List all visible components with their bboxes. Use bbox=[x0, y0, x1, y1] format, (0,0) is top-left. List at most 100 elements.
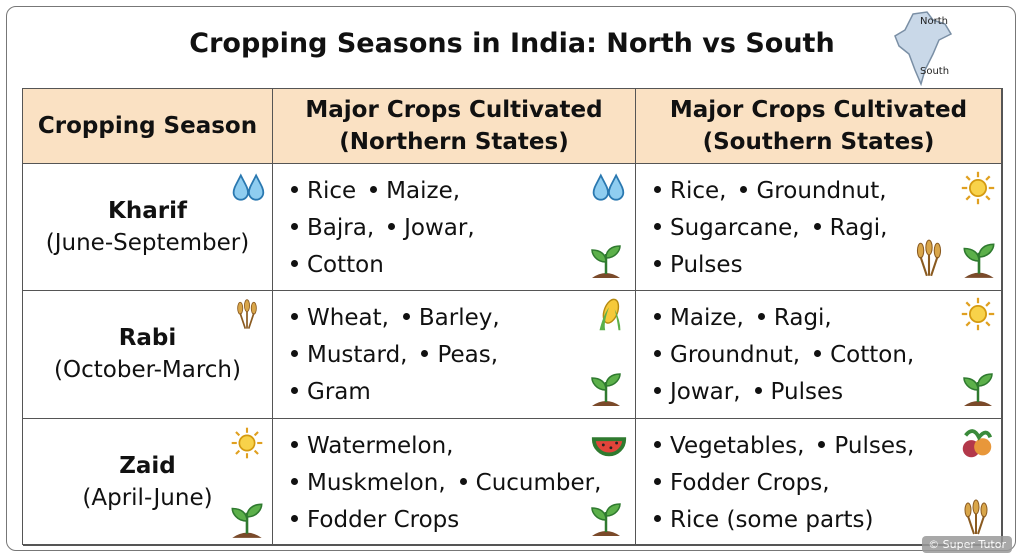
crop-item: Groundnut, bbox=[654, 340, 800, 370]
crop-item: Mustard, bbox=[291, 340, 407, 370]
crop-item: Bajra, bbox=[291, 213, 374, 243]
bullet bbox=[654, 260, 661, 267]
bullet bbox=[654, 440, 661, 448]
bullet bbox=[421, 350, 429, 358]
crop-item: Cucumber, bbox=[459, 468, 602, 498]
bullet bbox=[459, 477, 467, 485]
crop-item: Rice bbox=[291, 176, 356, 206]
crop-line: Fodder Crops bbox=[291, 505, 473, 535]
bullet bbox=[291, 387, 298, 395]
season-cell: Rabi (October-March) bbox=[23, 291, 273, 419]
crop-cell: Watermelon, Muskmelon, Cucumber, Fodder Cro… bbox=[273, 418, 636, 546]
crop-name: Cotton bbox=[307, 252, 384, 278]
bullet bbox=[291, 350, 298, 358]
crop-item: Pulses bbox=[654, 250, 743, 280]
crop-cell: Rice, Groundnut, Sugarcane, Ragi, Pulses bbox=[636, 164, 1002, 292]
crop-item: Peas, bbox=[421, 340, 498, 370]
crop-name: Cucumber, bbox=[475, 469, 602, 496]
crop-line: Mustard, Peas, bbox=[291, 340, 512, 370]
crop-item: Jowar, bbox=[654, 377, 741, 407]
bullet bbox=[740, 186, 748, 193]
crop-item: Rice, bbox=[654, 176, 726, 206]
crop-name: Rice bbox=[307, 178, 357, 204]
bullet bbox=[813, 223, 821, 230]
crop-name: Pulses, bbox=[834, 432, 915, 459]
header-text: Major Crops Cultivated (Southern States) bbox=[669, 97, 968, 155]
crop-item: Cotton, bbox=[814, 340, 914, 370]
crop-item: Maize, bbox=[370, 176, 460, 206]
bullet bbox=[291, 514, 298, 522]
crop-line: Watermelon, bbox=[291, 431, 468, 461]
crop-name: Groundnut, bbox=[670, 342, 801, 369]
bullet bbox=[291, 260, 298, 267]
crop-line: Vegetables, Pulses, bbox=[654, 431, 928, 461]
crop-name: Rice (some parts) bbox=[670, 506, 874, 533]
crop-item: Ragi, bbox=[813, 213, 888, 243]
crop-line: Maize, Ragi, bbox=[654, 303, 846, 333]
bullet bbox=[370, 186, 378, 193]
crop-name: Barley, bbox=[418, 305, 500, 332]
header-cell: Major Crops Cultivated (Northern States) bbox=[273, 89, 636, 164]
crop-name: Rice, bbox=[670, 178, 727, 204]
crop-line: Fodder Crops, bbox=[654, 468, 844, 498]
header-cell: Major Crops Cultivated (Southern States) bbox=[636, 89, 1002, 164]
season-name: Kharif bbox=[108, 198, 187, 225]
crop-name: Mustard, bbox=[307, 342, 408, 369]
header-cell: Cropping Season bbox=[23, 89, 273, 164]
season-period: (June-September) bbox=[45, 230, 250, 257]
crop-line: Rice (some parts) bbox=[654, 505, 888, 535]
title: Cropping Seasons in India: North vs Sout… bbox=[189, 28, 835, 59]
watermark: © Super Tutor bbox=[922, 536, 1012, 553]
crop-name: Ragi, bbox=[829, 215, 888, 241]
header-text: Major Crops Cultivated (Northern States) bbox=[305, 97, 603, 155]
bullet bbox=[388, 223, 396, 230]
crop-item: Muskmelon, bbox=[291, 468, 446, 498]
crop-name: Vegetables, bbox=[670, 432, 805, 459]
crop-item: Vegetables, bbox=[654, 431, 804, 461]
crop-item: Ragi, bbox=[757, 303, 832, 333]
map-label: North bbox=[920, 16, 948, 27]
season-cell: Zaid (April-June) bbox=[23, 418, 273, 546]
crop-name: Watermelon, bbox=[307, 432, 454, 459]
bullet bbox=[291, 477, 298, 485]
crop-name: Groundnut, bbox=[756, 178, 887, 204]
crop-name: Jowar, bbox=[404, 215, 475, 241]
bullet bbox=[291, 440, 298, 448]
crop-name: Peas, bbox=[437, 342, 499, 369]
crop-line: Pulses bbox=[654, 250, 757, 280]
crop-line: Cotton bbox=[291, 250, 398, 280]
bullet bbox=[814, 350, 822, 358]
crop-cell: Wheat, Barley, Mustard, Peas, Gram bbox=[273, 291, 636, 419]
bullet bbox=[654, 350, 661, 358]
map-label: South bbox=[920, 66, 950, 77]
season-name: Rabi bbox=[118, 325, 177, 352]
bullet bbox=[754, 387, 762, 395]
crop-item: Pulses, bbox=[818, 431, 914, 461]
bullet bbox=[757, 313, 765, 321]
season-cell: Kharif (June-September) bbox=[23, 164, 273, 292]
crop-name: Ragi, bbox=[773, 305, 832, 332]
table: Cropping Season Major Crops Cultivated (N… bbox=[22, 88, 1003, 546]
header-text: Cropping Season bbox=[37, 113, 258, 139]
crop-cell: Vegetables, Pulses, Fodder Crops, Rice (som… bbox=[636, 418, 1002, 546]
crop-cell: Maize, Ragi, Groundnut, Cotton, Jowar, Pulses bbox=[636, 291, 1002, 419]
crop-name: Muskmelon, bbox=[307, 469, 446, 496]
season-name: Zaid bbox=[119, 452, 176, 479]
crop-line: Rice Maize, bbox=[291, 176, 474, 206]
crop-item: Pulses bbox=[754, 377, 843, 407]
bullet bbox=[654, 313, 661, 321]
crop-item: Sugarcane, bbox=[654, 213, 800, 243]
crop-item: Groundnut, bbox=[740, 176, 887, 206]
crop-item: Barley, bbox=[402, 303, 500, 333]
crop-name: Jowar, bbox=[670, 379, 741, 406]
crop-item: Fodder Crops, bbox=[654, 468, 830, 498]
bullet bbox=[654, 223, 661, 230]
bullet bbox=[654, 186, 661, 193]
crop-item: Cotton bbox=[291, 250, 384, 280]
crop-item: Jowar, bbox=[388, 213, 475, 243]
crop-item: Watermelon, bbox=[291, 431, 454, 461]
bullet bbox=[654, 387, 661, 395]
crop-line: Gram bbox=[291, 377, 385, 407]
crop-name: Pulses bbox=[670, 252, 743, 278]
